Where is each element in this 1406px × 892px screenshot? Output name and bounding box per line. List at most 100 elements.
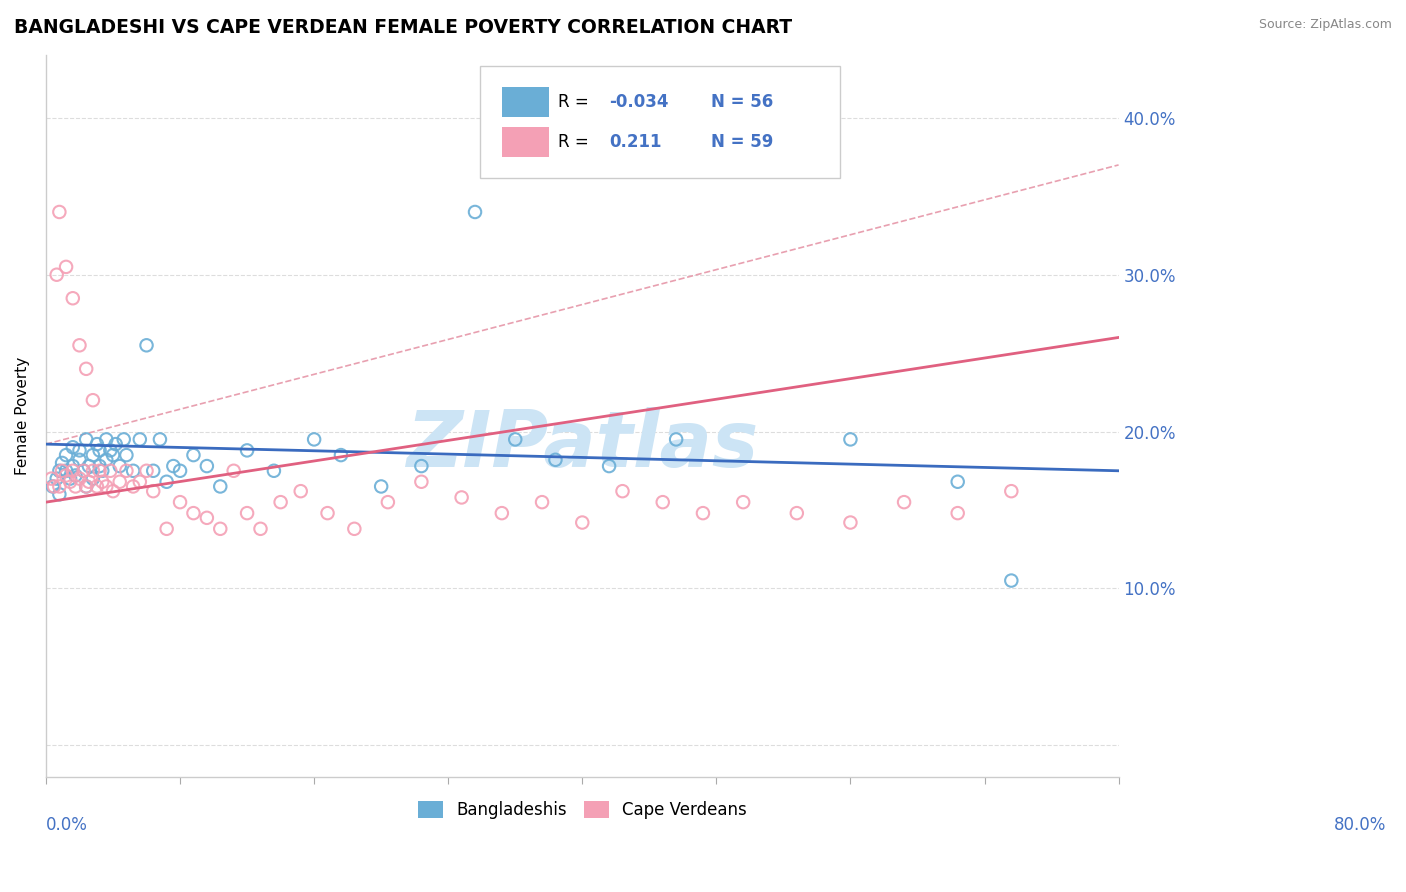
Point: [69, 452, 91, 467]
Point: [531, 495, 554, 509]
Point: [55, 468, 77, 483]
Point: [62, 440, 84, 454]
Point: [222, 464, 245, 478]
Text: 0.211: 0.211: [609, 133, 662, 151]
Point: [302, 433, 325, 447]
Point: [135, 464, 157, 478]
Point: [91, 464, 114, 478]
Point: [450, 491, 472, 505]
Point: [51, 456, 73, 470]
Point: [236, 443, 259, 458]
Point: [209, 522, 232, 536]
Point: [411, 459, 433, 474]
FancyBboxPatch shape: [502, 87, 548, 117]
Point: [91, 475, 114, 489]
Point: [598, 459, 620, 474]
Point: [65, 468, 87, 483]
Point: [48, 464, 70, 478]
Point: [96, 479, 118, 493]
Point: [377, 495, 399, 509]
Point: [72, 464, 94, 478]
Point: [75, 479, 97, 493]
Point: [142, 484, 165, 499]
Point: [236, 506, 259, 520]
Point: [98, 464, 121, 478]
Point: [69, 443, 91, 458]
Point: [169, 495, 191, 509]
Point: [290, 484, 312, 499]
Point: [51, 464, 73, 478]
Point: [270, 495, 292, 509]
Text: 80.0%: 80.0%: [1334, 816, 1386, 834]
Point: [65, 479, 87, 493]
Point: [89, 443, 111, 458]
Point: [77, 475, 100, 489]
Text: -0.034: -0.034: [609, 93, 669, 111]
Point: [41, 479, 63, 493]
Point: [162, 459, 184, 474]
Point: [86, 479, 108, 493]
Point: [651, 495, 673, 509]
Point: [263, 464, 285, 478]
Point: [59, 475, 82, 489]
Text: N = 56: N = 56: [711, 93, 773, 111]
Point: [41, 472, 63, 486]
Point: [329, 448, 352, 462]
Text: BANGLADESHI VS CAPE VERDEAN FEMALE POVERTY CORRELATION CHART: BANGLADESHI VS CAPE VERDEAN FEMALE POVER…: [14, 18, 792, 37]
Point: [183, 448, 205, 462]
Point: [82, 448, 104, 462]
Point: [1000, 574, 1022, 588]
Point: [55, 260, 77, 274]
Text: N = 59: N = 59: [711, 133, 773, 151]
Point: [946, 506, 969, 520]
Point: [75, 361, 97, 376]
Point: [75, 479, 97, 493]
Point: [82, 393, 104, 408]
Point: [89, 459, 111, 474]
Point: [128, 475, 150, 489]
Point: [503, 433, 526, 447]
Point: [786, 506, 808, 520]
Point: [48, 479, 70, 493]
Point: [733, 495, 755, 509]
Point: [62, 459, 84, 474]
Text: 0.0%: 0.0%: [46, 816, 87, 834]
Point: [370, 479, 392, 493]
Point: [544, 452, 567, 467]
Point: [72, 464, 94, 478]
Point: [316, 506, 339, 520]
Point: [156, 522, 179, 536]
FancyBboxPatch shape: [502, 127, 548, 157]
Point: [101, 448, 124, 462]
Point: [411, 475, 433, 489]
Point: [183, 506, 205, 520]
Point: [69, 472, 91, 486]
Point: [115, 448, 138, 462]
Point: [86, 437, 108, 451]
Point: [55, 448, 77, 462]
Point: [112, 433, 135, 447]
Point: [98, 443, 121, 458]
Point: [104, 437, 127, 451]
Point: [108, 475, 131, 489]
Point: [665, 433, 688, 447]
Point: [82, 472, 104, 486]
Point: [62, 291, 84, 305]
Point: [59, 472, 82, 486]
Point: [45, 268, 67, 282]
Point: [42, 479, 65, 493]
Point: [122, 464, 145, 478]
Point: [571, 516, 593, 530]
Point: [839, 516, 862, 530]
Point: [96, 452, 118, 467]
Point: [62, 464, 84, 478]
Point: [108, 459, 131, 474]
Point: [249, 522, 271, 536]
Point: [89, 464, 111, 478]
Point: [156, 475, 179, 489]
Text: ZIPatlas: ZIPatlas: [406, 407, 758, 483]
Point: [45, 472, 67, 486]
Text: R =: R =: [558, 93, 593, 111]
Point: [128, 433, 150, 447]
Point: [149, 433, 172, 447]
